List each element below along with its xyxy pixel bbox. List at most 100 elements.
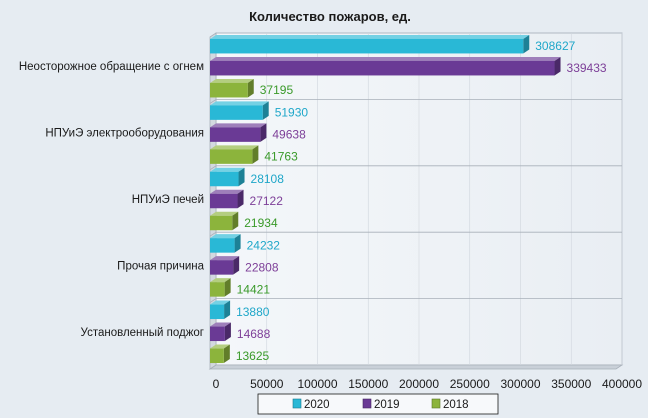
bar-end-face [233, 256, 240, 275]
legend-swatch [292, 398, 302, 409]
bar-2018 [210, 344, 230, 364]
bar-2018 [210, 145, 259, 164]
data-label: 49638 [272, 128, 306, 142]
bar-front-face [210, 38, 524, 54]
bar-end-face [260, 123, 267, 142]
bar-front-face [210, 238, 235, 253]
bar-front-face [210, 348, 224, 364]
legend-label: 2019 [374, 399, 400, 411]
legend-swatch [431, 398, 441, 409]
x-axis-ticks: 0 50000 100000 150000 200000 250000 300000 3500… [213, 377, 643, 391]
x-tick-label: 150000 [348, 377, 388, 391]
bar-top-face [210, 278, 231, 283]
data-label: 28108 [251, 172, 285, 186]
bar-2019 [210, 189, 244, 209]
category-labels: Неосторожное обращение с огнем НПУиЭ элек… [19, 61, 205, 339]
bar-2019 [210, 256, 240, 275]
data-labels: 308627 339433 37195 51930 49638 41763 28108 271… [236, 39, 607, 363]
bar-top-face [210, 123, 267, 128]
bar-2020 [210, 167, 245, 187]
bar-2020 [210, 101, 269, 120]
category-separator-diag [209, 231, 217, 237]
bar-2019 [210, 56, 561, 76]
data-label: 339433 [567, 61, 607, 75]
category-label: Установленный поджог [81, 327, 204, 339]
bar-front-face [210, 149, 253, 164]
bar-front-face [210, 260, 234, 275]
bar-end-face [232, 211, 239, 231]
bar-top-face [210, 256, 240, 261]
bar-2018 [210, 78, 254, 98]
legend-swatch [362, 398, 372, 409]
legend-label: 2018 [443, 399, 469, 411]
data-label: 41763 [264, 150, 298, 164]
bar-front-face [210, 127, 261, 142]
bar-end-face [523, 34, 530, 54]
data-label: 37195 [260, 83, 294, 97]
plot-floor [208, 364, 624, 370]
category-label: Прочая причина [117, 260, 204, 272]
x-tick-label: 100000 [297, 377, 337, 391]
chart-title: Количество пожаров, ед. [249, 9, 411, 24]
data-label: 51930 [275, 106, 309, 120]
bar-top-face [210, 34, 530, 39]
bar-front-face [210, 193, 238, 209]
data-label: 24232 [247, 238, 281, 252]
bar-top-face [210, 78, 254, 83]
bar-front-face [210, 82, 248, 98]
bar-2019 [210, 322, 231, 342]
x-tick-label: 200000 [399, 377, 439, 391]
bar-front-face [210, 304, 225, 320]
x-tick-label: 0 [213, 377, 220, 391]
bar-front-face [210, 326, 225, 342]
bars [210, 34, 561, 364]
bar-top-face [210, 322, 231, 327]
bar-2018 [210, 211, 239, 231]
bar-top-face [210, 234, 241, 239]
data-label: 14688 [237, 327, 271, 341]
category-separator-diag [209, 298, 217, 303]
bar-end-face [224, 278, 231, 297]
x-tick-label: 250000 [450, 377, 490, 391]
x-tick-label: 300000 [500, 377, 540, 391]
bar-end-face [234, 234, 241, 253]
bar-2019 [210, 123, 267, 142]
data-label: 21934 [244, 216, 278, 230]
bar-top-face [210, 211, 239, 216]
bar-end-face [252, 145, 259, 164]
bar-end-face [223, 344, 230, 364]
bar-end-face [262, 101, 269, 120]
data-label: 27122 [250, 194, 284, 208]
bar-2020 [210, 234, 241, 253]
bar-top-face [210, 101, 269, 106]
bar-front-face [210, 60, 555, 76]
category-label: Неосторожное обращение с огнем [19, 61, 204, 73]
bar-top-face [210, 300, 231, 305]
category-separator-diag [209, 165, 217, 171]
bar-top-face [210, 167, 245, 172]
data-label: 13625 [236, 349, 270, 363]
legend-label: 2020 [304, 399, 330, 411]
bar-end-face [237, 189, 244, 209]
category-label: НПУиЭ электрооборудования [45, 128, 204, 140]
legend: 2020 2019 2018 [257, 393, 499, 415]
bar-top-face [210, 145, 259, 150]
bar-front-face [210, 215, 233, 231]
data-label: 13880 [236, 305, 270, 319]
bar-end-face [224, 322, 231, 342]
bar-2018 [210, 278, 231, 297]
data-label: 22808 [245, 260, 279, 274]
bar-top-face [210, 56, 561, 61]
bar-front-face [210, 105, 263, 120]
category-label: НПУиЭ печей [132, 194, 204, 206]
bar-front-face [210, 171, 239, 187]
bar-end-face [247, 78, 254, 98]
bar-end-face [238, 167, 245, 187]
data-label: 14421 [237, 282, 271, 296]
bar-top-face [210, 344, 230, 349]
bar-2020 [210, 34, 530, 54]
bar-top-face [210, 189, 244, 194]
bar-2020 [210, 300, 231, 320]
